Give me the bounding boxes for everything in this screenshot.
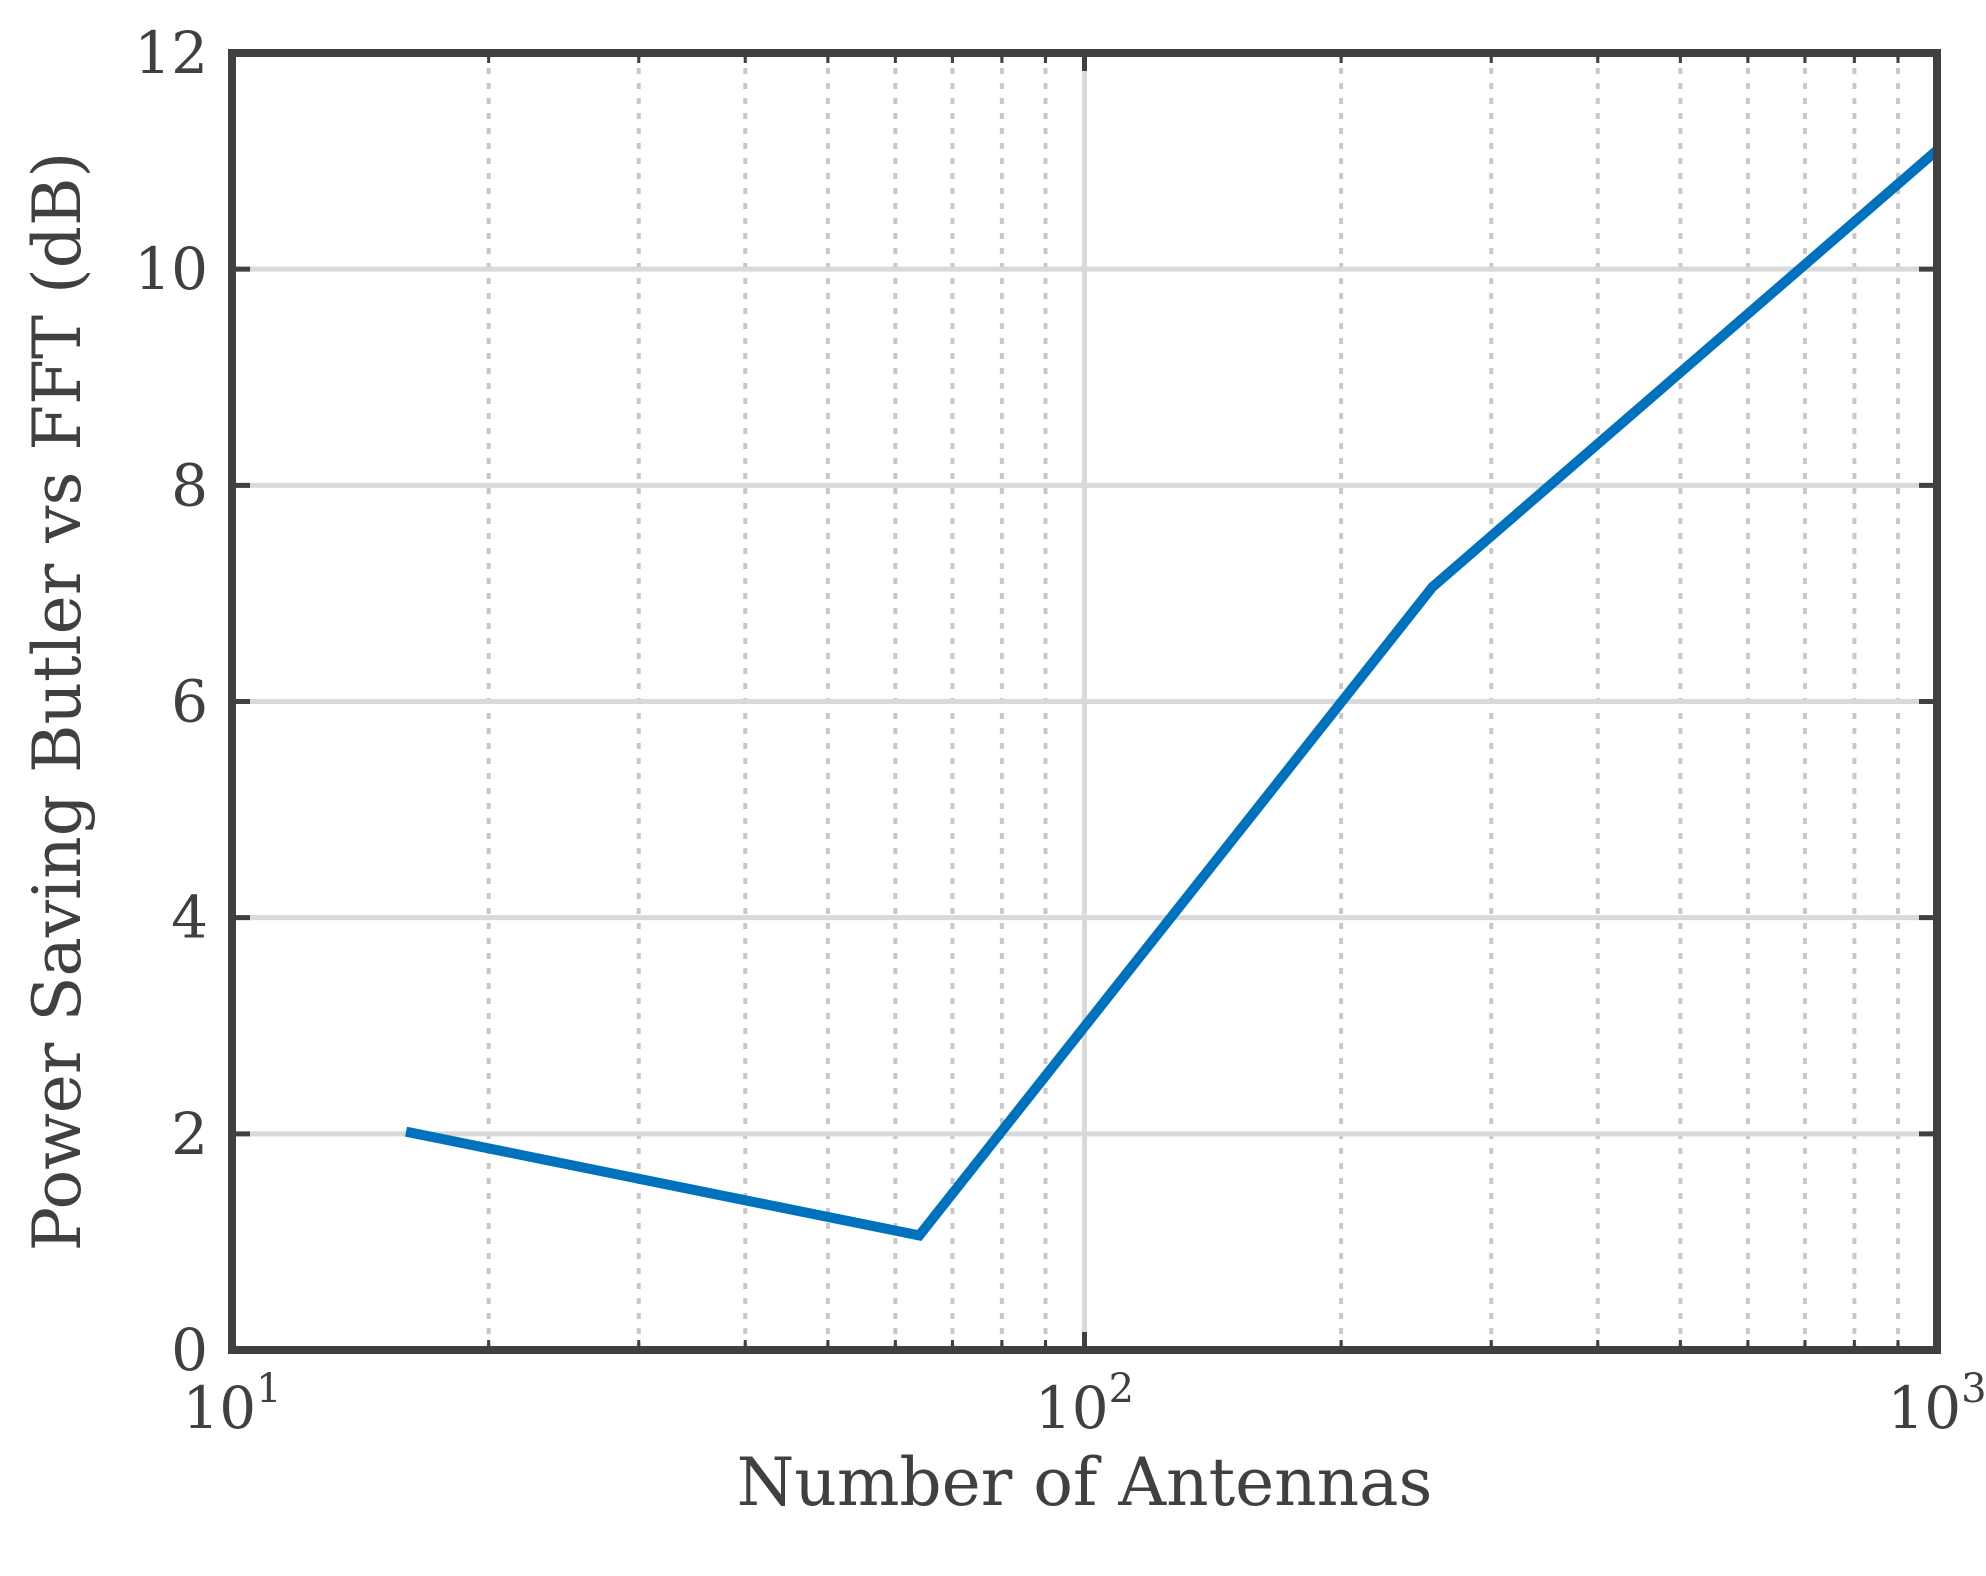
y-tick-label: 12 [134,19,208,87]
y-tick-label: 10 [134,235,208,303]
y-tick-label: 4 [171,884,208,952]
y-tick-label: 6 [171,668,208,736]
x-tick-label: 103 [1887,1366,1986,1442]
tick-labels: 0 2 4 6 8 10 12 101 102 103 [134,19,1986,1442]
series-layer [405,146,1941,1241]
x-axis-title: Number of Antennas [737,1444,1433,1521]
ticks [229,50,1940,1353]
y-tick-label: 2 [171,1100,208,1168]
x-tick-label: 102 [1035,1366,1134,1442]
y-tick-label: 0 [171,1316,208,1384]
x-tick-label: 101 [182,1366,281,1442]
y-tick-label: 8 [171,451,208,519]
data-series-line [405,146,1941,1241]
y-axis-title: Power Saving Butler vs FFT (dB) [19,152,96,1251]
